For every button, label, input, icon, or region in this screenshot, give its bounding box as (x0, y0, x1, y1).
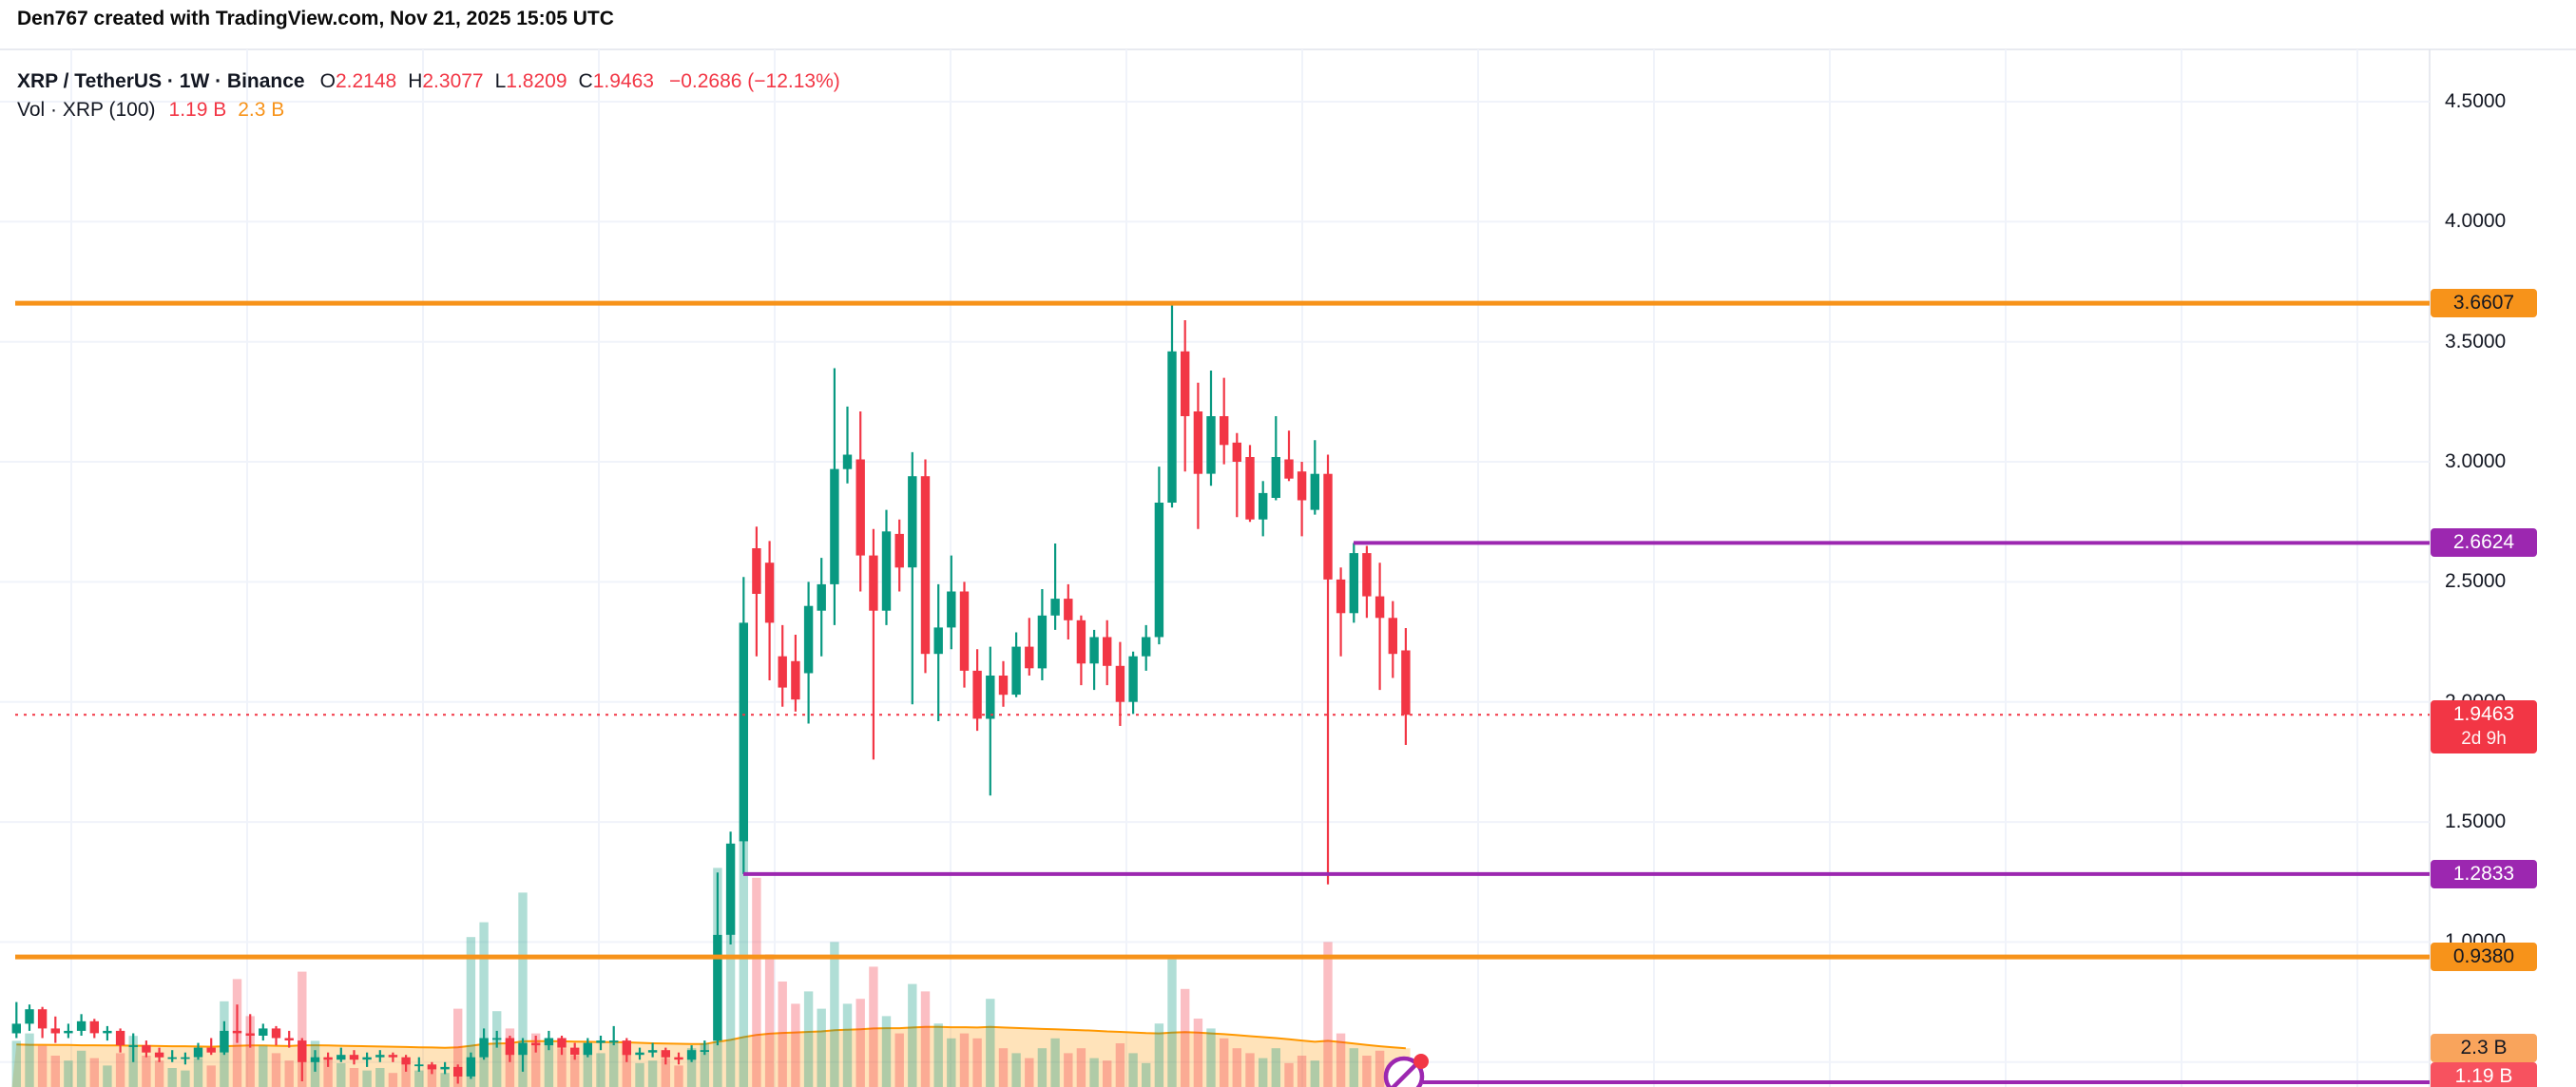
symbol-label: XRP / TetherUS · 1W · Binance (17, 70, 305, 92)
close-pair: C1.9463 (579, 70, 654, 93)
countdown-timer: 2d 9h (2461, 729, 2507, 750)
volume-bars-layer (11, 840, 1411, 1087)
high-label: H (408, 70, 423, 92)
axis-tick-4.5000: 4.5000 (2445, 90, 2507, 112)
low-value: 1.8209 (506, 70, 567, 92)
axis-tick-3.0000: 3.0000 (2445, 450, 2507, 473)
drawing-lines-layer[interactable] (15, 300, 2430, 960)
axis-tick-1.5000: 1.5000 (2445, 810, 2507, 833)
legend-ohlc-row: XRP / TetherUS · 1W · Binance O2.2148 H2… (17, 70, 840, 99)
volume-ma-value: 2.3 B (238, 99, 285, 121)
grid-layer (0, 49, 2430, 1087)
open-value: 2.2148 (335, 70, 397, 92)
price-label-0.9380: 0.9380 (2431, 943, 2537, 972)
volume-ma-area (11, 1025, 1411, 1087)
bottom-drawing[interactable] (1383, 1054, 2430, 1087)
drawing-marker-icon[interactable] (1383, 1054, 1429, 1087)
candles-layer (11, 303, 1411, 1084)
high-value: 2.3077 (422, 70, 484, 92)
close-value: 1.9463 (592, 70, 654, 92)
close-label: C (578, 70, 593, 92)
volume-value: 1.19 B (168, 99, 227, 121)
price-label-1.9463: 1.9463 2d 9h (2431, 700, 2537, 754)
axis-tick-4.0000: 4.0000 (2445, 210, 2507, 233)
pane-borders (0, 48, 2576, 1087)
change-value: −0.2686 (−12.13%) (668, 70, 840, 92)
price-label-1.2833: 1.2833 (2431, 859, 2537, 888)
axis-tick-2.5000: 2.5000 (2445, 570, 2507, 593)
watermark-title: Den767 created with TradingView.com, Nov… (17, 8, 614, 29)
axis-tick-3.5000: 3.5000 (2445, 330, 2507, 353)
low-pair: L1.8209 (495, 70, 567, 93)
low-label: L (494, 70, 507, 92)
open-label: O (319, 70, 336, 92)
volume-indicator-label: Vol · XRP (100) (17, 99, 156, 121)
legend-panel[interactable]: XRP / TetherUS · 1W · Binance O2.2148 H2… (17, 70, 840, 127)
open-pair: O2.2148 (320, 70, 397, 93)
price-label-2.6624: 2.6624 (2431, 528, 2537, 558)
price-label-2.3B: 2.3 B (2431, 1034, 2537, 1062)
price-label-1.19B: 1.19 B (2431, 1062, 2537, 1087)
legend-volume-row: Vol · XRP (100) 1.19 B 2.3 B (17, 99, 840, 127)
high-pair: H2.3077 (408, 70, 483, 93)
price-label-3.6607: 3.6607 (2431, 289, 2537, 318)
